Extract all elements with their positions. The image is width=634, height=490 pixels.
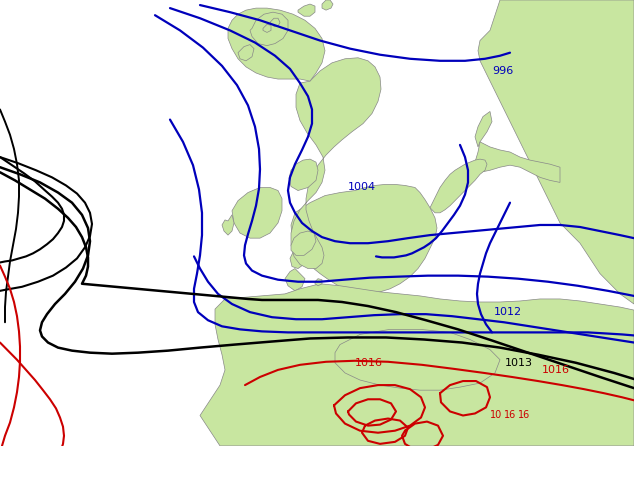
Polygon shape bbox=[232, 188, 282, 238]
Polygon shape bbox=[500, 0, 634, 152]
Polygon shape bbox=[475, 112, 492, 147]
Polygon shape bbox=[290, 243, 308, 269]
Polygon shape bbox=[291, 231, 316, 255]
Text: 1004: 1004 bbox=[348, 182, 376, 193]
Text: 1016: 1016 bbox=[355, 358, 383, 368]
Polygon shape bbox=[478, 0, 634, 304]
Polygon shape bbox=[530, 86, 634, 253]
Polygon shape bbox=[270, 18, 280, 26]
Text: 1012: 1012 bbox=[494, 307, 522, 317]
Text: 996: 996 bbox=[492, 66, 514, 76]
Polygon shape bbox=[430, 159, 487, 213]
Polygon shape bbox=[475, 142, 560, 182]
Text: 10: 10 bbox=[490, 411, 502, 420]
Text: We 05-06-2024 00:00 UTC (18+06): We 05-06-2024 00:00 UTC (18+06) bbox=[398, 452, 631, 465]
Polygon shape bbox=[335, 329, 500, 390]
Text: 1013: 1013 bbox=[505, 358, 533, 368]
Polygon shape bbox=[322, 0, 333, 10]
Polygon shape bbox=[285, 269, 305, 291]
Polygon shape bbox=[222, 215, 234, 235]
Text: Surface pressure [hPa] ECMWF: Surface pressure [hPa] ECMWF bbox=[3, 462, 213, 474]
Text: ©weatheronline.co.uk: ©weatheronline.co.uk bbox=[496, 475, 631, 485]
Polygon shape bbox=[315, 279, 322, 286]
Polygon shape bbox=[500, 25, 634, 203]
Text: 1016: 1016 bbox=[542, 365, 570, 375]
Polygon shape bbox=[291, 184, 437, 294]
Text: 16: 16 bbox=[518, 411, 530, 420]
Polygon shape bbox=[250, 12, 288, 46]
Polygon shape bbox=[291, 58, 381, 269]
Polygon shape bbox=[238, 45, 254, 61]
Polygon shape bbox=[228, 8, 325, 81]
Polygon shape bbox=[263, 24, 271, 32]
Polygon shape bbox=[289, 159, 318, 191]
Polygon shape bbox=[200, 284, 634, 446]
Text: 16: 16 bbox=[504, 411, 516, 420]
Polygon shape bbox=[298, 4, 315, 16]
